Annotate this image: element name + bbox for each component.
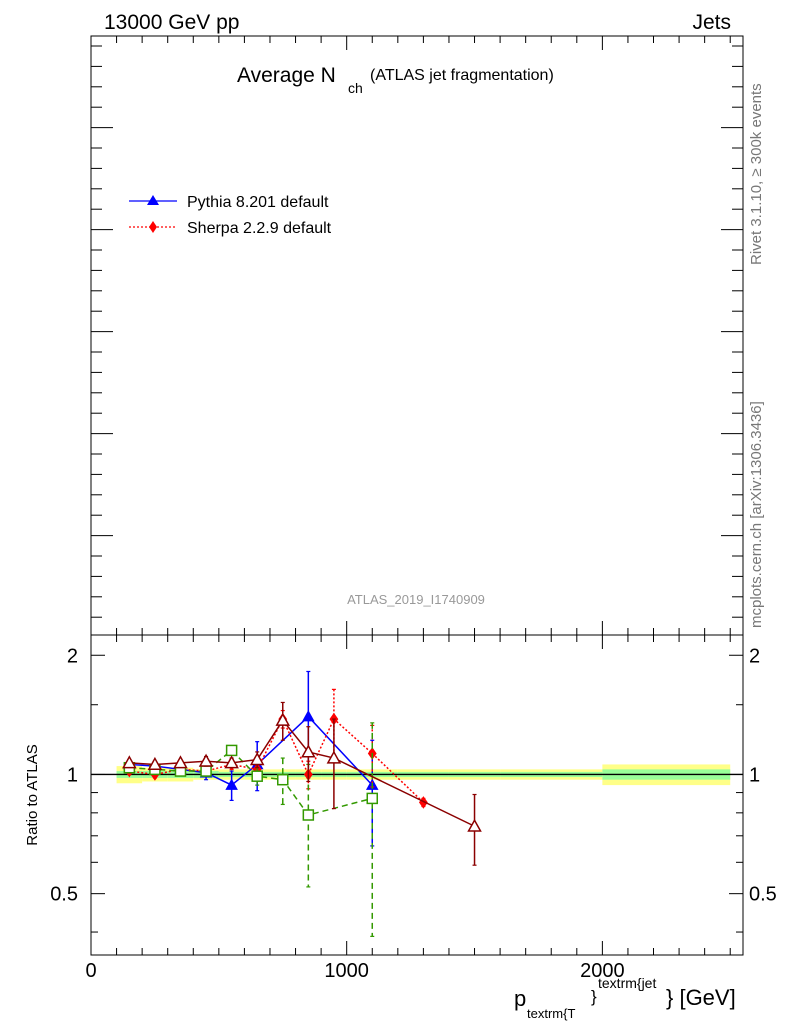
series-0-point-6	[302, 710, 315, 722]
legend-label-pythia: Pythia 8.201 default	[187, 194, 329, 211]
ratio-y-axis-label: Ratio to ATLAS	[24, 744, 41, 845]
series-3-point-7	[301, 744, 316, 758]
series-2-point-5	[251, 770, 263, 782]
y-tick-label-right-0: 0.5	[749, 884, 777, 906]
legend-entry-sherpa: Sherpa 2.2.9 default	[129, 220, 332, 237]
ratio-panel-ticks: 0 1000 2000 0.5 0.5 1 1 2 2	[50, 635, 777, 982]
series-2-point-3	[200, 765, 212, 777]
series-1	[124, 688, 428, 809]
y-tick-label-left-2: 2	[67, 645, 78, 667]
ratio-panel-frame	[90, 634, 744, 956]
x-axis-label-brace: }	[591, 987, 597, 1006]
y-tick-label-left-1: 1	[67, 764, 78, 786]
y-tick-label-right-1: 1	[749, 764, 760, 786]
x-tick-label-0: 0	[85, 960, 96, 982]
series-2-point-4	[225, 744, 238, 757]
series-3-point-3	[198, 753, 214, 767]
x-axis-label-symbol: p	[514, 986, 526, 1011]
legend-marker-pythia	[147, 195, 159, 205]
series-3-point-8	[326, 750, 342, 764]
series-3-point-9	[467, 818, 482, 832]
series-3-point-6	[275, 712, 291, 726]
x-axis-label-subscript: textrm{T	[527, 1006, 575, 1021]
series-2-line	[129, 749, 373, 816]
x-tick-label-2: 2000	[580, 960, 625, 982]
y-tick-label-right-2: 2	[749, 645, 760, 667]
main-panel-frame	[90, 35, 744, 636]
header-right: Jets	[692, 11, 731, 34]
series-2	[123, 722, 379, 937]
series-3-point-4	[224, 755, 239, 769]
x-tick-label-1: 1000	[324, 960, 369, 982]
x-axis-label: p textrm{T } textrm{jet } [GeV]	[514, 975, 736, 1021]
y-tick-label-left-0: 0.5	[50, 884, 78, 906]
legend-marker-sherpa	[149, 221, 157, 233]
series-3-line	[129, 719, 475, 827]
plot-title-subscript: ch	[348, 80, 363, 96]
header-left: 13000 GeV pp	[104, 11, 239, 34]
series-2-point-7	[302, 809, 315, 821]
series-3-point-2	[173, 755, 188, 769]
legend-label-sherpa: Sherpa 2.2.9 default	[187, 220, 332, 237]
x-axis-label-superscript: textrm{jet	[598, 975, 656, 991]
rivet-version-label: Rivet 3.1.10, ≥ 300k events	[748, 83, 765, 265]
legend: Pythia 8.201 default Sherpa 2.2.9 defaul…	[129, 194, 332, 237]
series-0-point-4	[225, 778, 238, 790]
ratio-series-group	[122, 670, 482, 937]
x-axis-label-unit: } [GeV]	[666, 985, 736, 1010]
analysis-id-watermark: ATLAS_2019_I1740909	[347, 592, 485, 607]
series-0	[123, 670, 379, 847]
legend-entry-pythia: Pythia 8.201 default	[129, 194, 329, 211]
main-panel-ticks	[90, 36, 743, 635]
mcplots-credit-label: mcplots.cern.ch [arXiv:1306.3436]	[748, 401, 765, 628]
series-3-point-5	[249, 752, 265, 766]
plot-title: Average N	[237, 64, 336, 87]
series-2-point-8	[366, 792, 379, 805]
series-3-point-1	[147, 756, 163, 770]
series-3	[122, 701, 482, 866]
plot-title-suffix: (ATLAS jet fragmentation)	[370, 67, 554, 84]
series-2-point-6	[277, 773, 289, 786]
series-1-line	[129, 717, 424, 803]
series-3-point-0	[122, 755, 137, 769]
